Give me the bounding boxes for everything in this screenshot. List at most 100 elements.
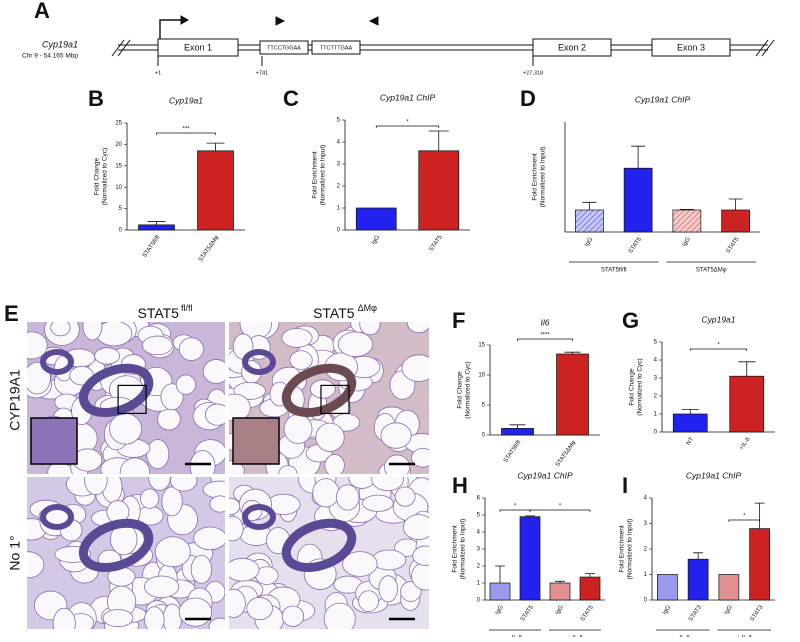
y-tick-label: 4 <box>654 358 658 364</box>
adipocyte <box>380 422 412 449</box>
group-label: STAT5fl/fl <box>601 268 626 274</box>
exon-label: Exon 1 <box>184 42 212 52</box>
significance-bracket <box>529 509 591 512</box>
panel-letter: D <box>520 86 536 111</box>
x-tick-label: IgG <box>723 604 734 616</box>
y-tick-label: 2 <box>654 394 658 400</box>
adipocyte <box>246 597 273 621</box>
y-axis-label: (Normalized to Input) <box>540 147 547 208</box>
adipocyte <box>283 414 313 444</box>
inset <box>30 417 78 465</box>
inset <box>232 417 280 465</box>
adipocyte <box>143 575 180 598</box>
bar <box>672 413 708 433</box>
adipocyte <box>202 359 225 384</box>
y-tick-label: 4 <box>644 496 648 502</box>
bar <box>687 558 709 601</box>
duct <box>40 349 74 375</box>
adipocyte <box>371 477 404 492</box>
error-bar <box>679 208 694 210</box>
adipocyte <box>84 477 108 496</box>
y-axis-label: Fold Enrichment <box>532 153 539 201</box>
x-tick-label: STAT5 <box>520 604 535 623</box>
significance-label: * <box>743 514 746 520</box>
error-bar <box>206 142 225 151</box>
x-tick-label: STAT5ΔMφ <box>198 235 221 264</box>
x-tick-label: IgG <box>494 604 505 616</box>
x-tick-label: STAT5 <box>725 236 740 255</box>
adipocyte <box>323 602 356 629</box>
y-tick-label: 1 <box>654 412 658 418</box>
duct <box>242 504 276 530</box>
x-tick-label: IgG <box>371 234 382 246</box>
y-axis-label: Fold Enrichment <box>619 525 626 573</box>
significance-bracket <box>728 519 760 522</box>
significance-bracket <box>499 509 531 512</box>
bar <box>501 428 534 436</box>
y-tick-label: 4 <box>337 140 341 146</box>
error-bar <box>555 580 565 583</box>
bar <box>718 574 740 601</box>
adipocyte <box>162 603 182 629</box>
y-tick-label: 20 <box>115 142 122 148</box>
adipocyte <box>144 606 165 629</box>
duct <box>281 518 357 573</box>
y-tick-label: 1 <box>337 206 341 212</box>
bar <box>197 150 234 231</box>
panel-letter: C <box>283 86 299 111</box>
bar <box>672 209 702 233</box>
adipocyte <box>109 413 143 445</box>
y-axis-label: Fold Change <box>94 158 101 196</box>
adipocyte <box>102 609 134 628</box>
y-tick-label: 15 <box>115 163 122 169</box>
adipocyte <box>402 514 429 540</box>
row-label: CYP19A1 <box>7 369 23 431</box>
micrograph <box>229 477 429 629</box>
adipocyte <box>190 554 213 584</box>
bar <box>489 582 511 601</box>
duct <box>78 363 154 418</box>
x-tick-label: NT <box>686 436 696 446</box>
adipocyte <box>281 328 313 348</box>
duct <box>78 518 154 573</box>
gene-diagram <box>111 15 775 66</box>
x-tick-label: IgG <box>662 604 673 616</box>
adipocyte <box>310 379 336 399</box>
position-label: +1 <box>155 70 161 76</box>
y-axis-label: Fold Change <box>629 368 636 406</box>
y-axis-label: (Normalized to Input) <box>627 519 634 580</box>
adipocyte <box>209 495 225 513</box>
error-bar <box>428 130 449 151</box>
y-axis-label: (Normalized to Input) <box>460 519 467 580</box>
chart-title: Il6 <box>541 317 550 327</box>
bar <box>355 207 397 231</box>
adipocyte <box>315 422 345 452</box>
adipocyte <box>175 374 197 395</box>
y-axis-label: (Normalized to Cyc) <box>465 361 472 418</box>
adipocyte <box>146 439 170 470</box>
y-tick-label: 2 <box>337 184 341 190</box>
adipocyte <box>119 457 151 474</box>
adipocyte <box>178 337 204 361</box>
y-tick-label: 1 <box>644 572 648 578</box>
y-tick-label: 2 <box>477 564 481 570</box>
adipocyte <box>411 448 429 468</box>
adipocyte <box>208 617 225 629</box>
adipocyte <box>278 465 298 474</box>
bar <box>556 353 589 436</box>
position-label: +741 <box>256 70 268 76</box>
x-tick-label: IgG <box>554 604 565 616</box>
adipocyte <box>161 486 183 517</box>
error-bar <box>631 145 646 169</box>
y-axis-label: (Normalized to Cyc) <box>637 358 644 415</box>
panel-letter: B <box>88 86 104 111</box>
adipocyte <box>50 322 71 337</box>
significance-label: *** <box>182 127 190 133</box>
bar <box>749 528 770 601</box>
panel-letter: H <box>452 473 468 498</box>
bar <box>579 576 601 601</box>
significance-bracket <box>517 338 573 341</box>
micrograph <box>27 477 225 629</box>
y-tick-label: 5 <box>477 513 481 519</box>
